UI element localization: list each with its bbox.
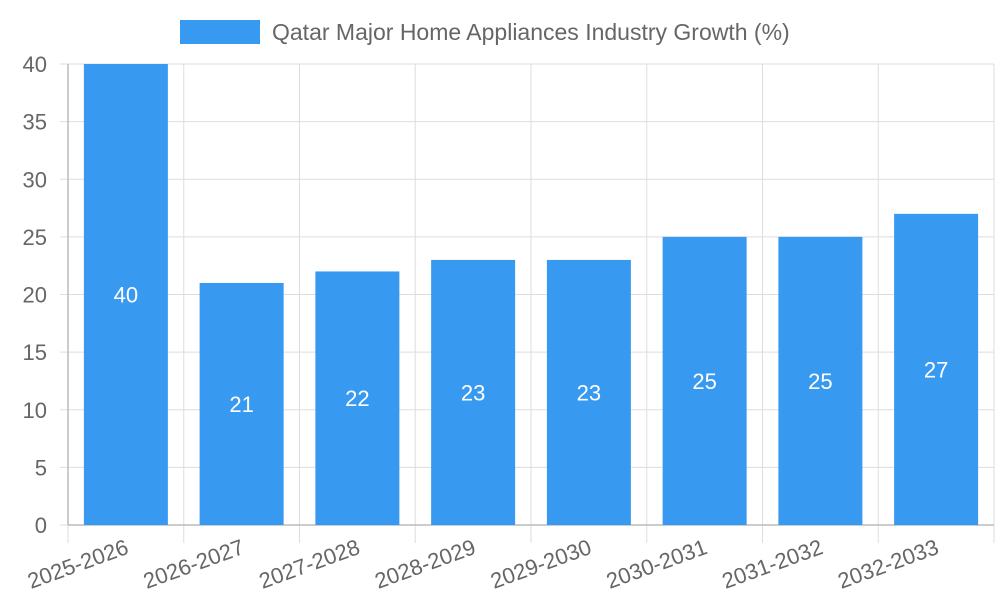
x-tick-label: 2027-2028 — [256, 534, 363, 593]
bar-2030-2031[interactable] — [662, 236, 747, 525]
y-tick-label: 20 — [23, 283, 47, 308]
data-labels: 40 21 22 23 23 25 25 27 — [114, 283, 949, 417]
bar-2027-2028[interactable] — [315, 271, 400, 525]
y-tick-label: 25 — [23, 225, 47, 250]
bar-value-label: 23 — [577, 380, 601, 405]
y-tick-label: 10 — [23, 398, 47, 423]
x-tick-label: 2030-2031 — [603, 534, 710, 593]
legend-swatch — [180, 20, 260, 44]
grid — [60, 63, 995, 543]
bar-2031-2032[interactable] — [778, 236, 863, 525]
bar-2028-2029[interactable] — [431, 259, 516, 525]
y-tick-label: 15 — [23, 340, 47, 365]
y-tick-label: 40 — [23, 52, 47, 77]
x-tick-label: 2025-2026 — [24, 534, 131, 593]
bar-value-label: 21 — [229, 392, 253, 417]
x-tick-label: 2026-2027 — [140, 534, 247, 593]
bar-2025-2026[interactable] — [83, 64, 168, 525]
bar-value-label: 25 — [692, 369, 716, 394]
x-tick-label: 2029-2030 — [487, 534, 594, 593]
bar-value-label: 25 — [808, 369, 832, 394]
x-tick-label: 2031-2032 — [719, 534, 826, 593]
y-tick-label: 35 — [23, 110, 47, 135]
bar-2026-2027[interactable] — [199, 282, 284, 525]
legend-label: Qatar Major Home Appliances Industry Gro… — [272, 19, 790, 45]
bar-2029-2030[interactable] — [546, 259, 631, 525]
x-tick-label: 2028-2029 — [371, 534, 478, 593]
legend[interactable]: Qatar Major Home Appliances Industry Gro… — [180, 19, 790, 45]
y-tick-label: 0 — [35, 513, 47, 538]
bar-2032-2033[interactable] — [894, 213, 979, 525]
bars — [83, 64, 979, 525]
bar-value-label: 22 — [345, 386, 369, 411]
bar-value-label: 40 — [114, 283, 138, 308]
x-axis-ticks: 2025-2026 2026-2027 2027-2028 2028-2029 2029… — [24, 534, 942, 593]
y-tick-label: 5 — [35, 455, 47, 480]
bar-value-label: 23 — [461, 380, 485, 405]
bar-value-label: 27 — [924, 357, 948, 382]
y-axis-ticks: 0 5 10 15 20 25 30 35 40 — [23, 52, 47, 538]
x-tick-label: 2032-2033 — [834, 534, 941, 593]
y-tick-label: 30 — [23, 167, 47, 192]
